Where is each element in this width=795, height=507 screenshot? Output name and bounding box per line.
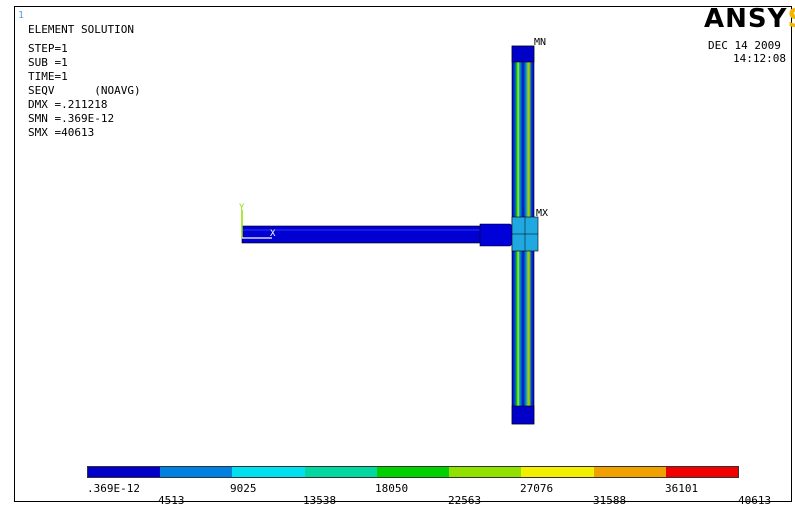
contour-legend-bar [87,466,739,478]
time-label: 14:12:08 [733,52,786,65]
legend-swatch-2 [232,467,305,477]
min-marker: MN [534,37,546,48]
legend-label-4: 18050 [375,482,409,495]
plate-top-cap [511,45,535,63]
legend-swatch-0 [88,467,161,477]
legend-swatch-8 [665,467,738,477]
window-number: 1 [18,10,25,21]
info-dmx: DMX =.211218 [28,98,108,111]
max-marker: MX [536,208,548,219]
plate-bottom-cap [511,405,535,425]
info-sub: SUB =1 [28,56,68,69]
info-step: STEP=1 [28,42,68,55]
legend-swatch-7 [593,467,666,477]
legend-label-1: 4513 [158,494,185,507]
info-smn: SMN =.369E-12 [28,112,115,125]
ansys-logo: ANSYS [704,6,795,32]
info-time: TIME=1 [28,70,68,83]
legend-label-0: .369E-12 [87,482,140,495]
legend-label-3: 13538 [303,494,337,507]
legend-label-5: 22563 [448,494,482,507]
logo-tail: S [787,4,795,34]
legend-label-6: 27076 [520,482,554,495]
axis-x-label: X [270,229,276,239]
legend-label-2: 9025 [230,482,257,495]
axis-y-label: Y [239,203,245,213]
legend-swatch-6 [521,467,594,477]
legend-label-9: 40613 [738,494,772,507]
info-smx: SMX =40613 [28,126,95,139]
legend-swatch-5 [449,467,522,477]
info-seqv: SEQV (NOAVG) [28,84,141,97]
solution-title: ELEMENT SOLUTION [28,23,134,36]
horizontal-shaft [241,225,485,244]
legend-swatch-4 [376,467,450,477]
logo-main: ANSY [704,4,788,34]
graphics-window [14,6,792,502]
legend-swatch-1 [160,467,233,477]
legend-label-8: 36101 [665,482,699,495]
legend-swatch-3 [304,467,377,477]
date-label: DEC 14 2009 [708,39,781,52]
legend-label-7: 31588 [593,494,627,507]
